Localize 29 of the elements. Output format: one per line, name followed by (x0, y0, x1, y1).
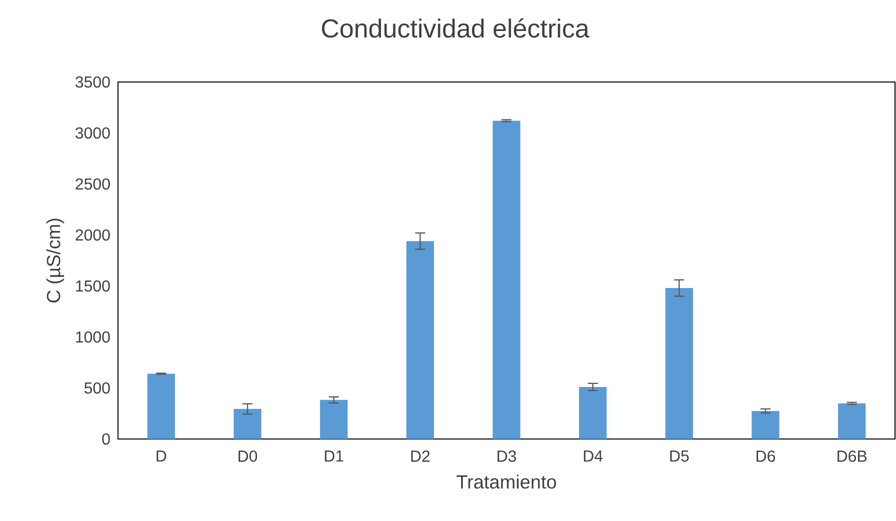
bar (406, 241, 434, 439)
x-tick-label: D6 (756, 450, 776, 462)
x-tick-label: D3 (498, 450, 516, 462)
x-tick-label: D4 (584, 450, 603, 462)
x-tick-label: D5 (670, 450, 689, 462)
x-tick-label: D1 (324, 450, 344, 462)
bar (665, 288, 693, 439)
y-tick-label: 1500 (76, 280, 110, 292)
y-tick-label: 3500 (75, 76, 110, 88)
y-tick-label: 2000 (76, 229, 110, 241)
y-axis-title: C (µS/cm) (46, 218, 64, 302)
y-tick-label: 3000 (75, 127, 110, 139)
bar (234, 408, 262, 439)
x-tick-label: D6B (838, 450, 867, 462)
bar (492, 120, 520, 439)
bar (320, 400, 348, 439)
y-tick-label: 0 (102, 433, 110, 445)
bar (147, 374, 175, 439)
y-tick-label: 500 (84, 382, 110, 394)
x-tick-label: D (156, 450, 166, 462)
x-tick-label: D2 (411, 450, 430, 462)
bar (752, 410, 780, 439)
bar (838, 403, 866, 439)
y-tick-label: 2500 (76, 178, 110, 190)
x-tick-label: D0 (238, 450, 258, 462)
x-axis-title: Tratamiento (456, 474, 556, 489)
y-tick-label: 1000 (76, 331, 110, 343)
bar (579, 386, 607, 439)
chart-title: Conductividad eléctrica (322, 18, 590, 38)
